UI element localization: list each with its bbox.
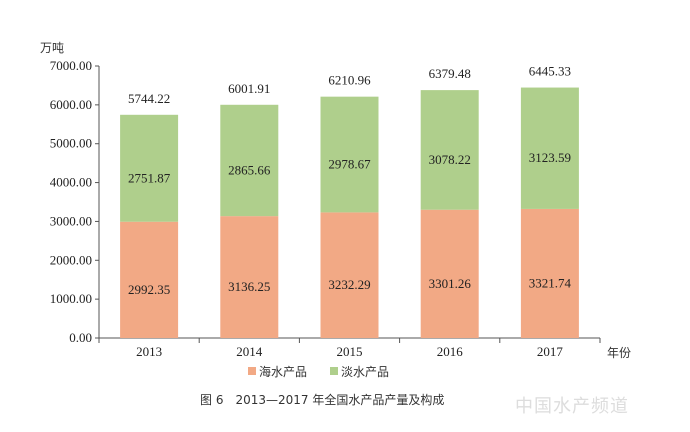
x-tick-label: 2014 xyxy=(236,344,263,359)
total-label: 6210.96 xyxy=(328,73,371,88)
y-tick-label: 5000.00 xyxy=(50,136,92,151)
total-label: 6379.48 xyxy=(429,66,471,81)
bar-value-label: 2751.87 xyxy=(128,170,171,185)
y-tick-label: 2000.00 xyxy=(50,252,92,267)
bar-marine xyxy=(220,216,279,338)
watermark: 中国水产频道 xyxy=(515,396,629,417)
bar-value-label: 2992.35 xyxy=(128,282,170,297)
x-tick-label: 2013 xyxy=(136,344,162,359)
bar-value-label: 3321.74 xyxy=(529,275,572,290)
x-axis-title: 年份 xyxy=(607,346,631,360)
bar-freshwater xyxy=(420,90,479,210)
x-tick-label: 2017 xyxy=(537,344,564,359)
chart-title: 图 6 2013—2017 年全国水产品产量及构成 xyxy=(200,392,444,407)
total-label: 5744.22 xyxy=(128,91,170,106)
bar-marine xyxy=(520,208,579,338)
x-tick-label: 2015 xyxy=(337,344,363,359)
bar-marine xyxy=(120,221,179,338)
legend-swatch xyxy=(330,367,338,375)
y-tick-label: 1000.00 xyxy=(50,291,92,306)
bar-value-label: 3301.26 xyxy=(429,276,472,291)
legend-label: 海水产品 xyxy=(259,364,307,379)
bar-freshwater xyxy=(220,104,279,217)
bar-freshwater xyxy=(320,96,379,213)
y-tick-label: 3000.00 xyxy=(50,213,92,228)
legend-label: 淡水产品 xyxy=(341,365,389,379)
bar-value-label: 3078.22 xyxy=(429,152,471,167)
y-tick-label: 7000.00 xyxy=(50,58,92,73)
bar-value-label: 3232.29 xyxy=(328,277,370,292)
y-tick-label: 6000.00 xyxy=(50,97,92,112)
y-tick-label: 4000.00 xyxy=(50,175,92,190)
total-label: 6001.91 xyxy=(228,81,270,96)
bar-freshwater xyxy=(120,114,179,222)
bar-value-label: 3136.25 xyxy=(228,279,270,294)
y-tick-label: 0.00 xyxy=(69,330,92,345)
y-axis-title: 万吨 xyxy=(40,41,64,55)
bar-value-label: 3123.59 xyxy=(529,150,571,165)
bar-value-label: 2978.67 xyxy=(328,157,371,172)
x-tick-label: 2016 xyxy=(437,344,464,359)
bar-marine xyxy=(420,209,479,338)
bar-value-label: 2865.66 xyxy=(228,162,271,177)
bar-freshwater xyxy=(520,87,579,209)
legend-swatch xyxy=(248,367,256,375)
bar-marine xyxy=(320,212,379,338)
total-label: 6445.33 xyxy=(529,64,571,79)
